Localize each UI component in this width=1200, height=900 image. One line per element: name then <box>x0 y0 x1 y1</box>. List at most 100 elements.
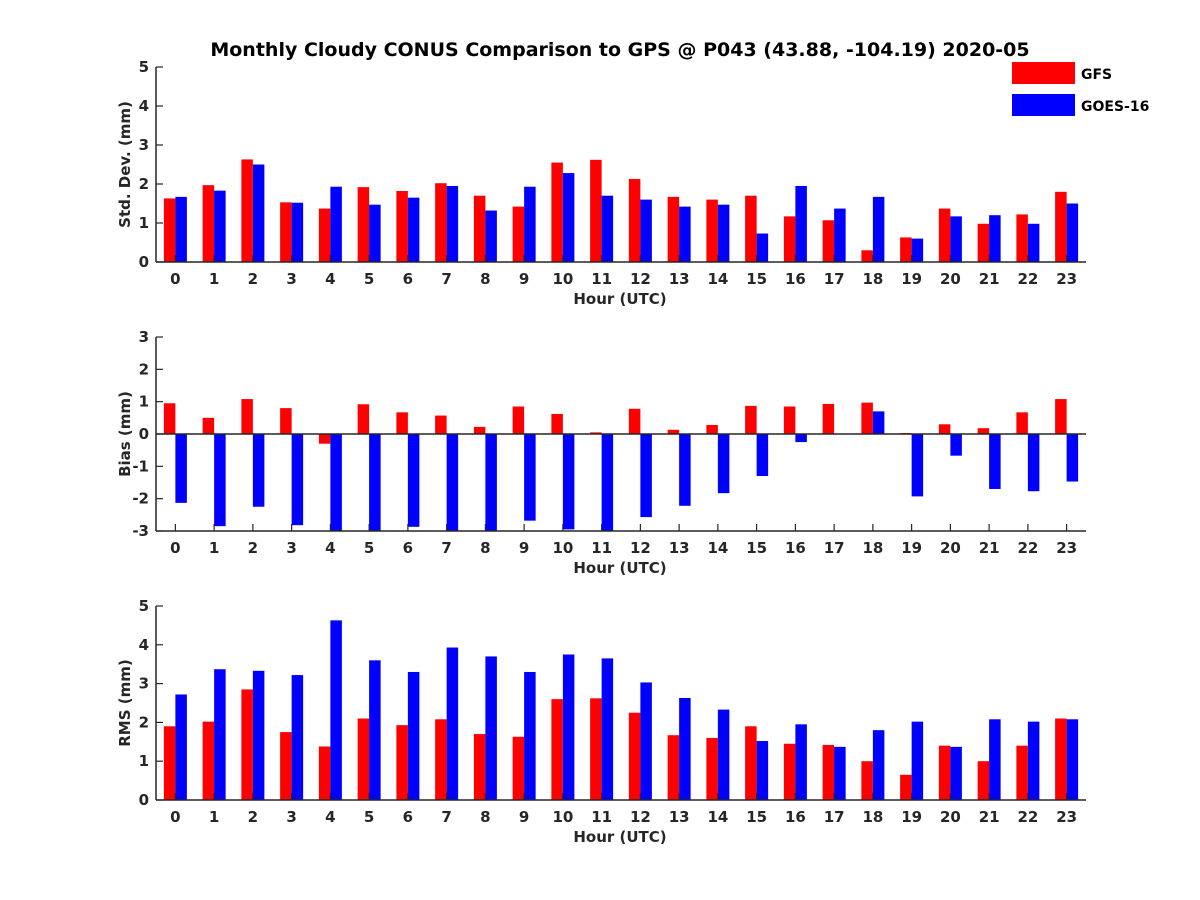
rms-bar-gfs-15 <box>745 726 757 800</box>
bias-bar-gfs-14 <box>706 424 718 434</box>
rms-xtick-label: 13 <box>669 808 690 826</box>
bias-bar-goes16-20 <box>950 434 962 456</box>
std-dev-xtick-label: 18 <box>862 270 883 288</box>
bias-bar-gfs-7 <box>435 415 447 434</box>
rms-xtick-label: 9 <box>519 808 529 826</box>
rms-bar-gfs-14 <box>706 737 718 800</box>
rms-bar-goes16-7 <box>446 647 459 800</box>
std-dev-bar-goes16-17 <box>834 208 846 262</box>
legend-swatch-gfs <box>1012 62 1075 84</box>
bias-bar-goes16-14 <box>717 434 730 494</box>
rms-bar-goes16-12 <box>640 682 652 800</box>
rms-ytick-label: 0 <box>139 791 149 809</box>
bias-xtick-label: 2 <box>248 539 258 557</box>
rms-bar-goes16-14 <box>717 709 730 800</box>
rms-bar-goes16-1 <box>214 669 226 800</box>
bias-bar-gfs-21 <box>977 428 990 434</box>
bias-bar-goes16-4 <box>330 434 342 531</box>
bias-bar-gfs-11 <box>590 432 602 434</box>
bias-bar-goes16-5 <box>369 434 381 531</box>
rms-bar-gfs-10 <box>551 699 563 800</box>
bias-bar-goes16-23 <box>1066 434 1079 482</box>
std-dev-xtick-label: 7 <box>441 270 451 288</box>
bias-ytick-label: 1 <box>139 393 149 411</box>
bias-xtick-label: 9 <box>519 539 529 557</box>
std-dev-xtick-label: 15 <box>746 270 767 288</box>
rms-ytick-label: 1 <box>139 752 149 770</box>
bias-xtick-label: 18 <box>862 539 883 557</box>
std-dev-bar-goes16-15 <box>756 233 769 262</box>
bias-ytick-label: -3 <box>132 522 149 540</box>
legend: GFS GOES-16 <box>1012 62 1149 116</box>
std-dev-bar-goes16-13 <box>679 206 691 262</box>
rms-bar-gfs-18 <box>861 761 873 800</box>
std-dev-bar-gfs-17 <box>822 220 835 262</box>
rms-xtick-label: 14 <box>707 808 728 826</box>
bias-xtick-label: 14 <box>707 539 728 557</box>
std-dev-bar-gfs-14 <box>706 199 718 262</box>
std-dev-xtick-label: 0 <box>170 270 180 288</box>
bias-xtick-label: 12 <box>630 539 651 557</box>
bias-bar-goes16-12 <box>640 434 652 518</box>
rms-bar-gfs-13 <box>667 735 680 800</box>
std-dev-xtick-label: 5 <box>364 270 374 288</box>
std-dev-bar-goes16-10 <box>562 173 575 262</box>
std-dev-bar-gfs-10 <box>551 162 563 262</box>
bias-bar-gfs-16 <box>783 406 796 434</box>
rms-bar-goes16-19 <box>911 721 924 800</box>
std-dev-xtick-label: 23 <box>1056 270 1077 288</box>
bias-bar-gfs-18 <box>861 402 873 434</box>
rms-ytick-label: 2 <box>139 713 149 731</box>
bias-xtick-label: 13 <box>669 539 690 557</box>
std-dev-xtick-label: 4 <box>325 270 335 288</box>
bias-xtick-label: 17 <box>824 539 845 557</box>
bias-bar-gfs-6 <box>396 412 408 434</box>
bias-bar-goes16-2 <box>252 434 265 507</box>
bias-bar-gfs-12 <box>628 408 641 434</box>
std-dev-bar-goes16-18 <box>872 196 885 262</box>
bias-bar-goes16-0 <box>175 434 187 503</box>
bias-bar-goes16-3 <box>291 434 304 526</box>
bias-xtick-label: 4 <box>325 539 335 557</box>
rms-xtick-label: 5 <box>364 808 374 826</box>
std-dev-xtick-label: 19 <box>901 270 922 288</box>
rms-xtick-label: 15 <box>746 808 767 826</box>
rms-xtick-label: 3 <box>286 808 296 826</box>
std-dev-ytick-label: 4 <box>139 97 149 115</box>
std-dev-bar-gfs-18 <box>861 250 873 262</box>
bias-bar-goes16-8 <box>485 434 497 531</box>
rms-bar-gfs-0 <box>163 726 176 800</box>
rms-bar-goes16-4 <box>330 620 342 800</box>
bias-bar-gfs-3 <box>280 408 292 434</box>
rms-bar-gfs-3 <box>280 732 292 800</box>
std-dev-xtick-label: 8 <box>480 270 490 288</box>
bias-xtick-label: 20 <box>940 539 961 557</box>
rms-xtick-label: 12 <box>630 808 651 826</box>
bias-bar-gfs-23 <box>1055 399 1067 434</box>
std-dev-xtick-label: 17 <box>824 270 845 288</box>
rms-ytick-label: 3 <box>139 675 149 693</box>
bias-bar-gfs-2 <box>241 399 253 434</box>
std-dev-bar-gfs-12 <box>628 178 641 262</box>
legend-label-gfs: GFS <box>1081 67 1112 83</box>
std-dev-bar-gfs-23 <box>1055 191 1067 262</box>
std-dev-bar-goes16-21 <box>989 215 1001 262</box>
rms-x-axis-label: Hour (UTC) <box>573 828 666 846</box>
bias-bar-gfs-5 <box>357 404 370 434</box>
bias-bar-goes16-7 <box>446 434 459 531</box>
std-dev-bar-gfs-7 <box>435 183 447 262</box>
std-dev-bar-goes16-11 <box>601 195 614 262</box>
bias-bar-gfs-17 <box>822 403 835 434</box>
bias-bar-goes16-1 <box>214 434 226 527</box>
rms-bar-goes16-6 <box>407 671 420 800</box>
rms-xtick-label: 21 <box>979 808 1000 826</box>
bias-bar-gfs-10 <box>551 413 563 434</box>
bias-x-axis-label: Hour (UTC) <box>573 559 666 577</box>
std-dev-bar-gfs-16 <box>783 216 796 262</box>
bias-bar-gfs-1 <box>202 417 215 434</box>
rms-bar-gfs-23 <box>1055 718 1067 800</box>
rms-xtick-label: 4 <box>325 808 335 826</box>
rms-bar-gfs-4 <box>318 746 331 800</box>
